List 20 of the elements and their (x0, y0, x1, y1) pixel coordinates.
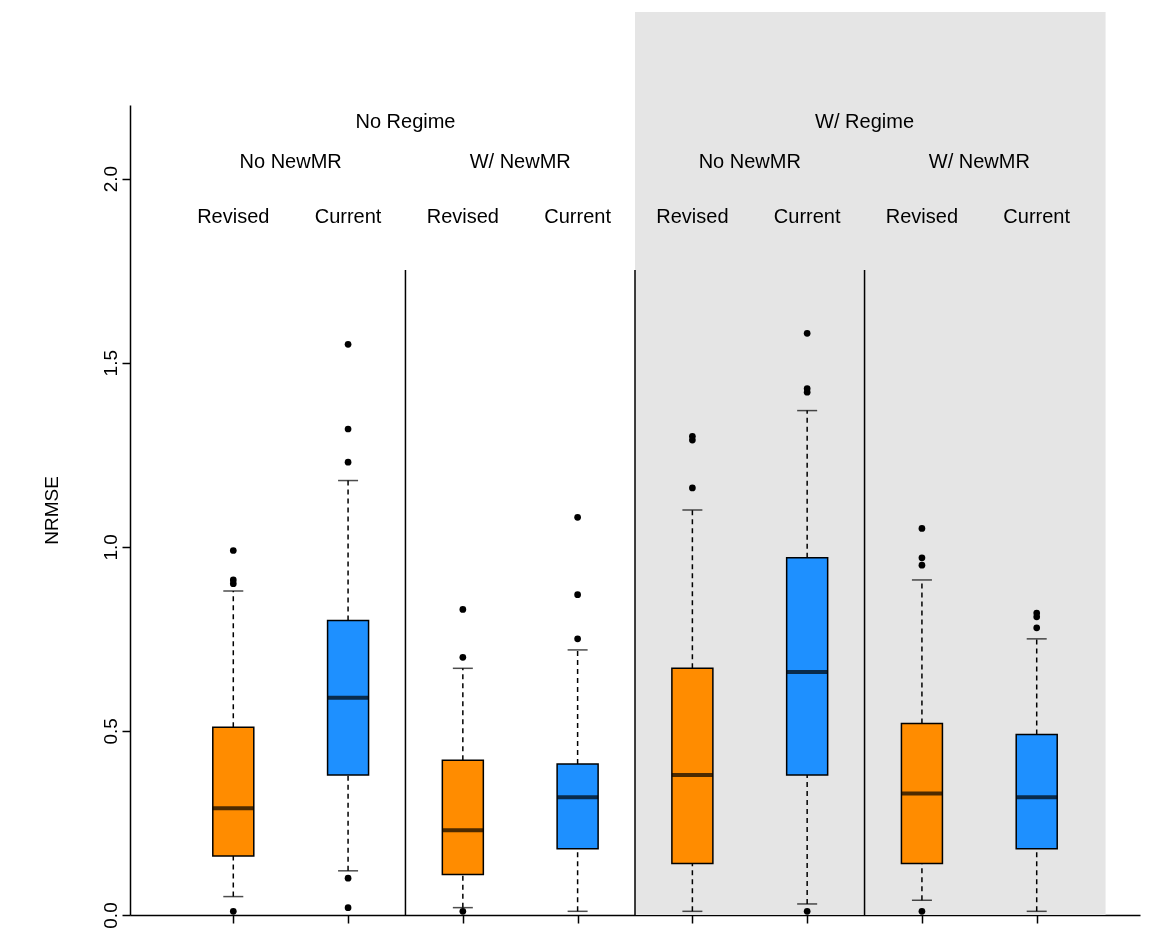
x-tick-label: Current (773, 205, 841, 227)
x-tick-label: Revised (885, 205, 959, 227)
y-tick-label: 1.0 (99, 534, 121, 561)
annotation: No Regime (355, 110, 456, 132)
y-tick-label: 0.0 (99, 902, 121, 929)
y-axis-title: NRMSE (40, 476, 62, 545)
annotation: W/ NewMR (469, 150, 571, 172)
annotation: W/ Regime (815, 110, 914, 132)
annotation: W/ NewMR (928, 150, 1030, 172)
x-tick-label: Revised (656, 205, 729, 227)
x-tick-label: Current (544, 205, 612, 227)
x-tick-label: Current (1003, 205, 1071, 227)
y-tick-label: 2.0 (99, 165, 121, 193)
y-tick-label: 0.5 (99, 718, 121, 745)
x-tick-label: Revised (197, 205, 270, 227)
annotation: No NewMR (698, 150, 801, 172)
annotation: No NewMR (239, 150, 342, 172)
x-tick-label: Revised (426, 205, 499, 227)
x-tick-label: Current (314, 205, 382, 227)
y-tick-label: 1.5 (99, 350, 121, 377)
